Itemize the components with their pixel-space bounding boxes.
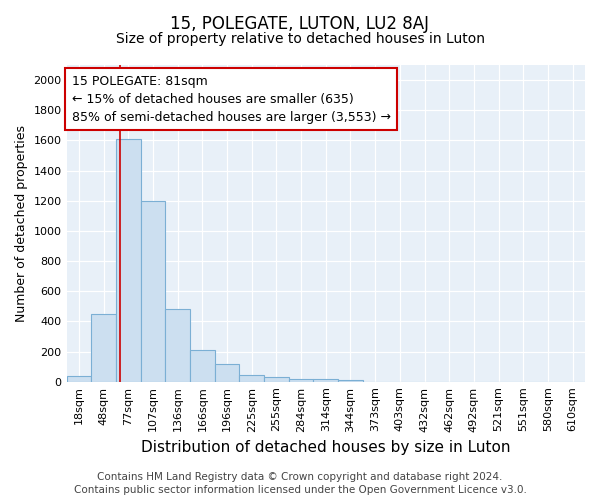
Bar <box>140 200 165 382</box>
Bar <box>215 364 239 382</box>
Bar <box>190 350 215 382</box>
Bar <box>313 380 338 382</box>
Bar <box>264 378 289 382</box>
Y-axis label: Number of detached properties: Number of detached properties <box>15 125 28 322</box>
Bar <box>91 314 116 382</box>
Bar <box>67 376 91 382</box>
Bar <box>289 379 313 382</box>
Bar <box>239 375 264 382</box>
Bar <box>116 139 140 382</box>
Bar <box>338 380 363 382</box>
Text: Size of property relative to detached houses in Luton: Size of property relative to detached ho… <box>115 32 485 46</box>
Text: 15 POLEGATE: 81sqm
← 15% of detached houses are smaller (635)
85% of semi-detach: 15 POLEGATE: 81sqm ← 15% of detached hou… <box>72 74 391 124</box>
Text: Contains HM Land Registry data © Crown copyright and database right 2024.
Contai: Contains HM Land Registry data © Crown c… <box>74 472 526 495</box>
X-axis label: Distribution of detached houses by size in Luton: Distribution of detached houses by size … <box>141 440 511 455</box>
Text: 15, POLEGATE, LUTON, LU2 8AJ: 15, POLEGATE, LUTON, LU2 8AJ <box>170 15 430 33</box>
Bar <box>165 310 190 382</box>
